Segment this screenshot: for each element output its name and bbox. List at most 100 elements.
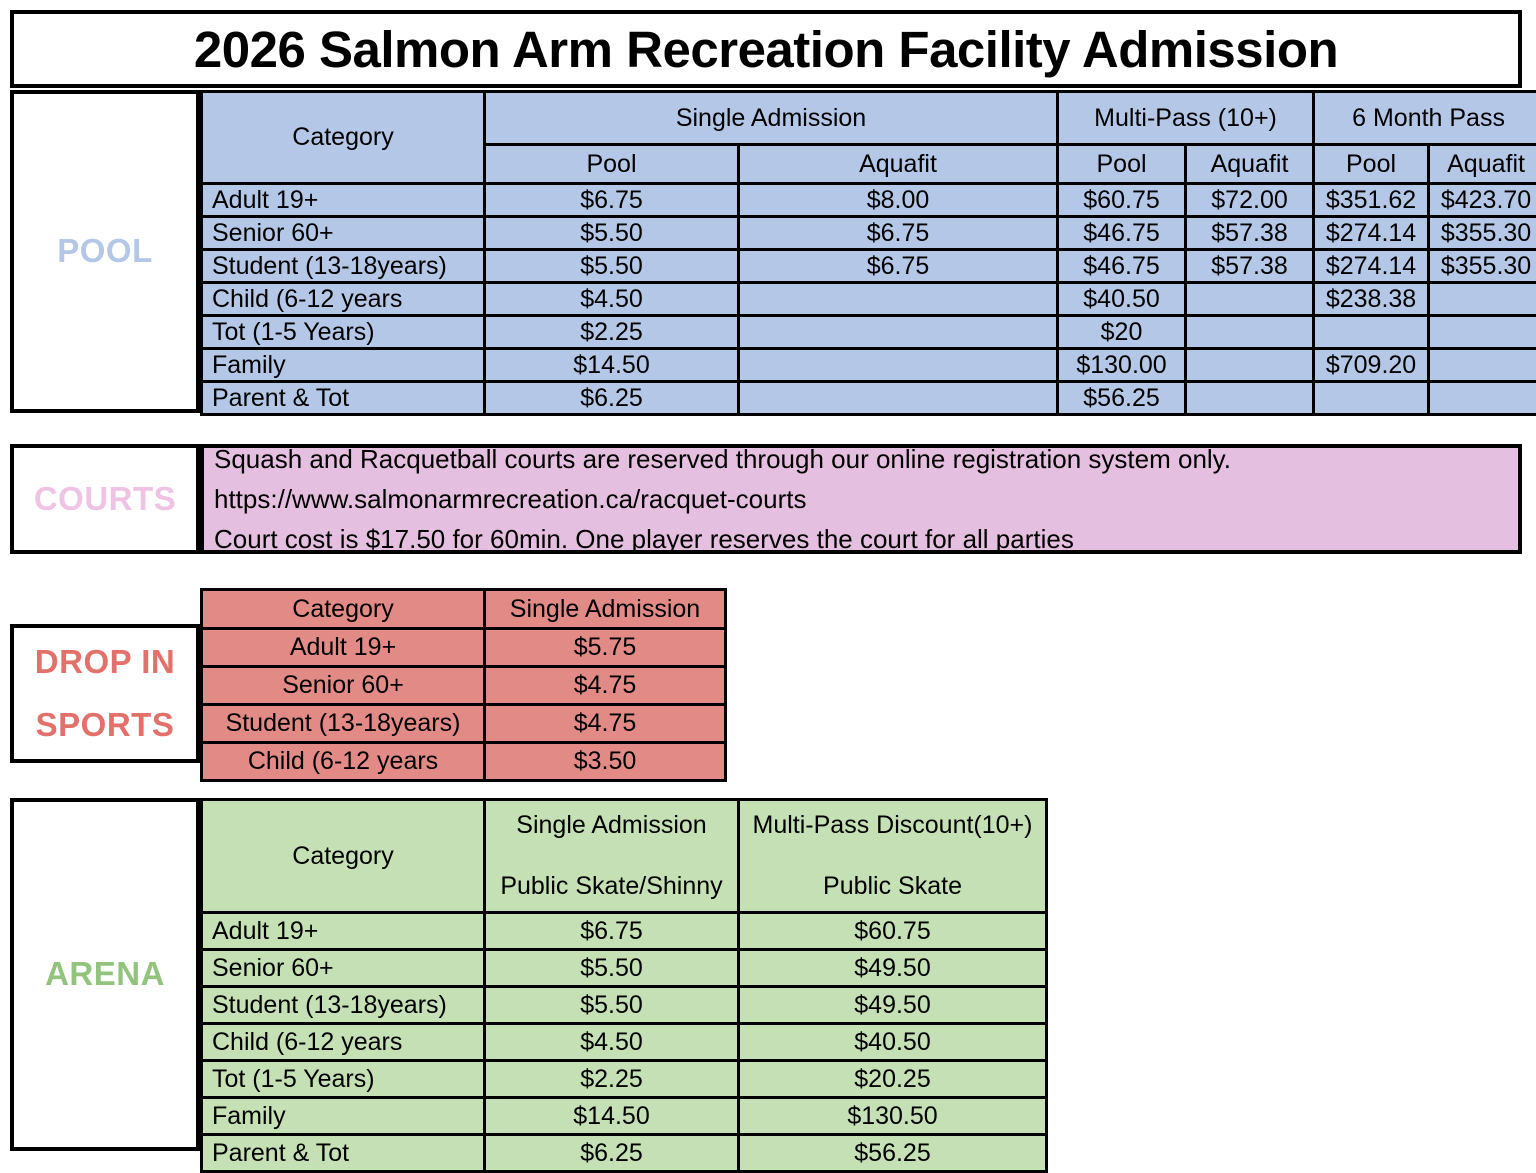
pool-cell-single-aquafit [739, 316, 1058, 349]
pool-subheader-six-pool: Pool [1314, 145, 1429, 184]
drop-in-header-single-admission: Single Admission [485, 590, 726, 629]
drop-in-label-line1: DROP IN [35, 643, 175, 680]
title-bar: 2026 Salmon Arm Recreation Facility Admi… [10, 10, 1522, 88]
pool-row-category: Parent & Tot [202, 382, 485, 415]
pool-cell-single-pool: $14.50 [485, 349, 739, 382]
pool-cell-single-aquafit [739, 283, 1058, 316]
table-row: Senior 60+$4.75 [202, 667, 726, 705]
pool-cell-single-pool: $5.50 [485, 250, 739, 283]
pool-header-row-1: Category Single Admission Multi-Pass (10… [202, 92, 1536, 145]
pool-cell-single-aquafit [739, 349, 1058, 382]
table-row: Family$14.50$130.50 [202, 1098, 1047, 1135]
table-row: Senior 60+$5.50$49.50 [202, 950, 1047, 987]
courts-line-cost: Court cost is $17.50 for 60min. One play… [214, 526, 1518, 552]
pool-cell-single-pool: $2.25 [485, 316, 739, 349]
arena-cell-single: $2.25 [485, 1061, 739, 1098]
drop-in-sports-label-text: DROP IN SPORTS [35, 631, 175, 756]
pool-header-single-admission: Single Admission [485, 92, 1058, 145]
pool-subheader-multi-aquafit: Aquafit [1186, 145, 1314, 184]
arena-header-multi-title: Multi-Pass Discount(10+) [740, 811, 1045, 840]
pool-table-body: Adult 19+$6.75$8.00$60.75$72.00$351.62$4… [202, 184, 1536, 415]
courts-line-url[interactable]: https://www.salmonarmrecreation.ca/racqu… [214, 486, 1518, 512]
arena-table: Category Single Admission Public Skate/S… [200, 798, 1048, 1173]
pool-cell-single-pool: $6.75 [485, 184, 739, 217]
arena-label-text: ARENA [45, 957, 165, 992]
pool-cell-multi-aquafit: $57.38 [1186, 217, 1314, 250]
drop-in-row-category: Adult 19+ [202, 629, 485, 667]
drop-in-label-line2: SPORTS [36, 706, 175, 743]
pool-cell-multi-aquafit [1186, 316, 1314, 349]
courts-line-reservation: Squash and Racquetball courts are reserv… [214, 446, 1518, 472]
pool-cell-single-aquafit: $8.00 [739, 184, 1058, 217]
pool-cell-multi-pool: $40.50 [1058, 283, 1186, 316]
pool-cell-six-pool [1314, 316, 1429, 349]
arena-header-single-admission: Single Admission Public Skate/Shinny [485, 800, 739, 913]
pool-cell-multi-pool: $56.25 [1058, 382, 1186, 415]
arena-section: ARENA Category Single Admission Public S… [10, 798, 1045, 1151]
table-row: Adult 19+$6.75$60.75 [202, 913, 1047, 950]
table-row: Parent & Tot$6.25$56.25 [202, 1135, 1047, 1172]
pool-cell-six-aquafit [1429, 316, 1536, 349]
arena-header-category: Category [202, 800, 485, 913]
arena-cell-multi: $20.25 [739, 1061, 1047, 1098]
arena-header-row: Category Single Admission Public Skate/S… [202, 800, 1047, 913]
pool-row-category: Child (6-12 years [202, 283, 485, 316]
drop-in-cell-single: $5.75 [485, 629, 726, 667]
pool-cell-multi-aquafit [1186, 283, 1314, 316]
courts-section: COURTS Squash and Racquetball courts are… [10, 444, 1522, 554]
pool-section: POOL Category Single Admission Multi-Pas… [10, 90, 1522, 413]
table-row: Adult 19+$5.75 [202, 629, 726, 667]
table-row: Child (6-12 years$3.50 [202, 743, 726, 781]
pool-cell-multi-aquafit [1186, 349, 1314, 382]
pool-cell-six-pool [1314, 382, 1429, 415]
arena-header-multi-subtitle: Public Skate [740, 872, 1045, 901]
arena-cell-multi: $60.75 [739, 913, 1047, 950]
drop-in-row-category: Senior 60+ [202, 667, 485, 705]
pool-cell-six-aquafit [1429, 349, 1536, 382]
courts-label-text: COURTS [34, 482, 176, 517]
arena-row-category: Adult 19+ [202, 913, 485, 950]
arena-row-category: Parent & Tot [202, 1135, 485, 1172]
pool-row-category: Student (13-18years) [202, 250, 485, 283]
drop-in-sports-section-label: DROP IN SPORTS [10, 624, 200, 763]
pool-cell-six-pool: $274.14 [1314, 217, 1429, 250]
pool-subheader-six-aquafit: Aquafit [1429, 145, 1536, 184]
arena-row-category: Family [202, 1098, 485, 1135]
drop-in-sports-table: Category Single Admission Adult 19+$5.75… [200, 588, 727, 782]
pool-cell-six-pool: $351.62 [1314, 184, 1429, 217]
pool-cell-multi-pool: $130.00 [1058, 349, 1186, 382]
arena-row-category: Child (6-12 years [202, 1024, 485, 1061]
drop-in-cell-single: $3.50 [485, 743, 726, 781]
drop-in-row-category: Child (6-12 years [202, 743, 485, 781]
table-row: Child (6-12 years$4.50$40.50 [202, 1024, 1047, 1061]
pool-cell-six-pool: $274.14 [1314, 250, 1429, 283]
pool-cell-six-aquafit [1429, 283, 1536, 316]
arena-header-single-subtitle: Public Skate/Shinny [486, 872, 737, 901]
pool-row-category: Family [202, 349, 485, 382]
table-row: Student (13-18years)$4.75 [202, 705, 726, 743]
pool-cell-six-pool: $238.38 [1314, 283, 1429, 316]
table-row: Child (6-12 years$4.50$40.50$238.38 [202, 283, 1536, 316]
pool-table: Category Single Admission Multi-Pass (10… [200, 90, 1536, 416]
courts-section-label: COURTS [10, 444, 200, 554]
pool-header-multi-pass: Multi-Pass (10+) [1058, 92, 1314, 145]
pool-row-category: Senior 60+ [202, 217, 485, 250]
arena-cell-multi: $130.50 [739, 1098, 1047, 1135]
drop-in-cell-single: $4.75 [485, 667, 726, 705]
pool-subheader-multi-pool: Pool [1058, 145, 1186, 184]
pool-cell-six-aquafit: $355.30 [1429, 217, 1536, 250]
pool-cell-multi-pool: $46.75 [1058, 217, 1186, 250]
pool-cell-multi-aquafit [1186, 382, 1314, 415]
arena-row-category: Student (13-18years) [202, 987, 485, 1024]
page-title: 2026 Salmon Arm Recreation Facility Admi… [194, 24, 1338, 75]
table-row: Tot (1-5 Years)$2.25$20 [202, 316, 1536, 349]
table-row: Student (13-18years)$5.50$49.50 [202, 987, 1047, 1024]
pool-cell-multi-pool: $60.75 [1058, 184, 1186, 217]
courts-info-panel: Squash and Racquetball courts are reserv… [200, 444, 1522, 554]
pool-cell-six-pool: $709.20 [1314, 349, 1429, 382]
arena-cell-single: $5.50 [485, 950, 739, 987]
pool-row-category: Adult 19+ [202, 184, 485, 217]
